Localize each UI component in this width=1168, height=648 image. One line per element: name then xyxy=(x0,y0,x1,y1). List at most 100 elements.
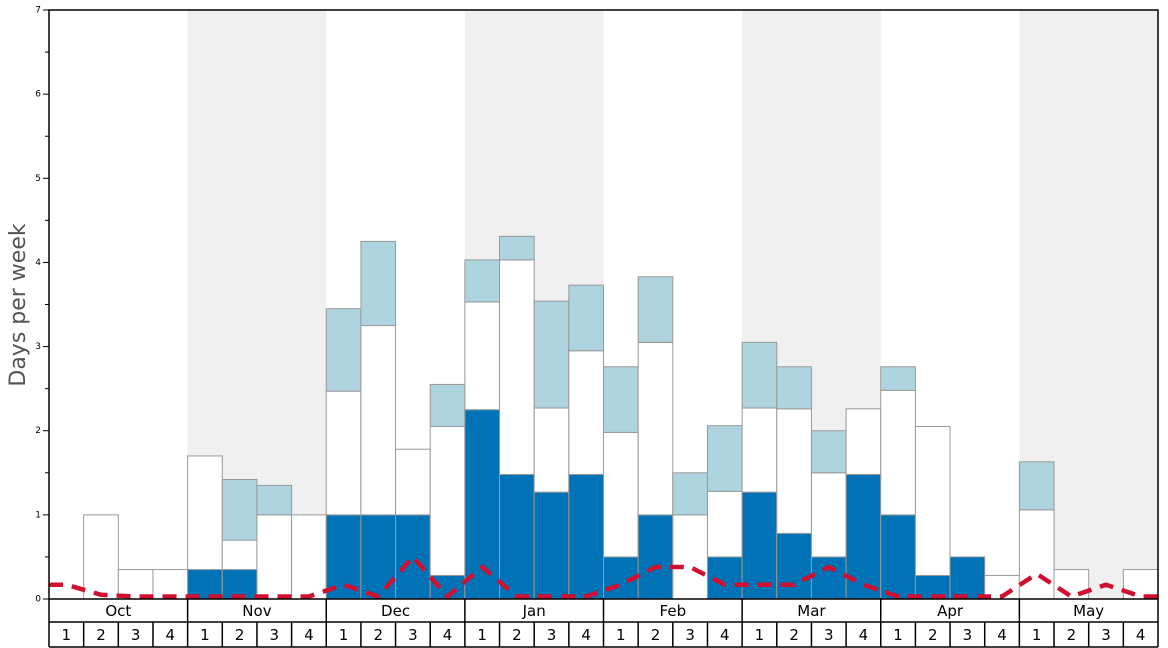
y-tick-label-4: 4 xyxy=(35,258,41,268)
y-tick-label-7: 7 xyxy=(35,6,41,16)
bar-light-15 xyxy=(568,284,604,352)
week-label-nov-3: 3 xyxy=(269,626,279,644)
bar-white-5 xyxy=(221,539,258,571)
bar-dark-24 xyxy=(880,514,916,600)
bar-dark-10 xyxy=(395,514,431,600)
bar-white-10 xyxy=(395,448,431,516)
bar-white-12 xyxy=(464,301,501,411)
bar-light-16 xyxy=(603,366,639,433)
bar-light-18 xyxy=(672,472,708,516)
week-label-apr-2: 2 xyxy=(928,626,938,644)
week-label-mar-2: 2 xyxy=(789,626,799,644)
bar-dark-22 xyxy=(810,556,847,600)
bar-dark-15 xyxy=(568,473,604,600)
week-label-jan-2: 2 xyxy=(512,626,522,644)
bar-white-25 xyxy=(914,426,951,576)
week-label-dec-1: 1 xyxy=(339,626,349,644)
bar-dark-21 xyxy=(776,532,812,600)
bar-dark-14 xyxy=(533,491,570,600)
bar-light-28 xyxy=(1018,461,1055,511)
bar-light-21 xyxy=(776,366,812,410)
week-label-mar-1: 1 xyxy=(755,626,765,644)
bar-white-24 xyxy=(880,389,916,516)
bar-light-13 xyxy=(499,235,535,261)
y-axis-label: Days per week xyxy=(6,223,31,386)
week-label-may-2: 2 xyxy=(1067,626,1077,644)
week-label-apr-4: 4 xyxy=(997,626,1007,644)
line-path xyxy=(48,554,1159,599)
week-label-dec-4: 4 xyxy=(443,626,453,644)
bar-dark-13 xyxy=(499,473,535,600)
week-label-oct-1: 1 xyxy=(62,626,72,644)
bar-white-11 xyxy=(429,426,466,576)
week-label-apr-1: 1 xyxy=(893,626,903,644)
bar-dark-19 xyxy=(706,556,743,600)
week-label-jan-3: 3 xyxy=(547,626,557,644)
bar-white-2 xyxy=(117,569,154,600)
bar-white-14 xyxy=(533,407,570,493)
week-label-may-3: 3 xyxy=(1101,626,1111,644)
week-label-nov-1: 1 xyxy=(200,626,210,644)
bar-white-15 xyxy=(568,350,604,475)
bar-white-6 xyxy=(256,514,293,600)
bar-light-9 xyxy=(360,240,397,327)
month-label-apr: Apr xyxy=(937,602,964,620)
week-label-jan-4: 4 xyxy=(581,626,591,644)
bar-white-7 xyxy=(291,514,327,600)
week-label-oct-4: 4 xyxy=(166,626,176,644)
y-tick-label-0: 0 xyxy=(35,595,41,605)
month-label-feb: Feb xyxy=(660,602,687,620)
week-label-mar-3: 3 xyxy=(824,626,834,644)
bar-light-12 xyxy=(464,259,501,303)
week-label-feb-2: 2 xyxy=(651,626,661,644)
week-label-may-4: 4 xyxy=(1136,626,1146,644)
x-axis: Oct 1 2 3 4 Nov 1 2 3 4 Dec 1 2 3 4 Jan 1 2 3 4 Feb 1 2 3 4 Mar 1 2… xyxy=(48,599,1159,648)
week-label-dec-2: 2 xyxy=(373,626,383,644)
week-label-dec-3: 3 xyxy=(408,626,418,644)
bar-dark-12 xyxy=(464,409,501,600)
bar-light-17 xyxy=(637,276,674,343)
week-label-feb-1: 1 xyxy=(616,626,626,644)
bar-white-18 xyxy=(672,514,708,600)
bars xyxy=(83,235,1159,600)
bar-dark-9 xyxy=(360,514,397,600)
week-label-oct-3: 3 xyxy=(131,626,141,644)
bar-dark-17 xyxy=(637,514,674,600)
bar-light-11 xyxy=(429,383,466,428)
week-label-feb-4: 4 xyxy=(720,626,730,644)
bar-white-28 xyxy=(1018,509,1055,600)
bar-light-20 xyxy=(741,341,778,409)
bar-white-1 xyxy=(83,514,119,600)
week-label-mar-4: 4 xyxy=(859,626,869,644)
week-label-oct-2: 2 xyxy=(96,626,106,644)
bar-dark-8 xyxy=(325,514,362,600)
week-label-nov-2: 2 xyxy=(235,626,245,644)
week-label-nov-4: 4 xyxy=(304,626,314,644)
bar-dark-26 xyxy=(949,556,986,600)
week-label-feb-3: 3 xyxy=(685,626,695,644)
month-label-oct: Oct xyxy=(105,602,131,620)
y-axis: 0 1 2 3 4 5 6 7 xyxy=(35,6,49,605)
bar-white-8 xyxy=(325,390,362,516)
bar-white-9 xyxy=(360,325,397,516)
y-tick-label-2: 2 xyxy=(35,426,41,436)
bar-light-6 xyxy=(256,484,293,516)
bar-white-19 xyxy=(706,490,743,558)
bar-dark-20 xyxy=(741,491,778,600)
month-label-dec: Dec xyxy=(381,602,410,620)
month-label-jan: Jan xyxy=(522,602,546,620)
y-tick-label-1: 1 xyxy=(35,510,41,520)
bar-light-14 xyxy=(533,300,570,409)
bar-light-19 xyxy=(706,425,743,492)
week-label-may-1: 1 xyxy=(1032,626,1042,644)
week-label-jan-1: 1 xyxy=(477,626,487,644)
bar-light-24 xyxy=(880,366,916,391)
line-series xyxy=(48,554,1159,599)
bar-white-22 xyxy=(810,472,847,558)
bar-white-20 xyxy=(741,407,778,493)
y-tick-label-3: 3 xyxy=(35,342,41,352)
month-label-may: May xyxy=(1073,602,1104,620)
bar-light-5 xyxy=(221,479,258,541)
bar-white-16 xyxy=(603,431,639,558)
